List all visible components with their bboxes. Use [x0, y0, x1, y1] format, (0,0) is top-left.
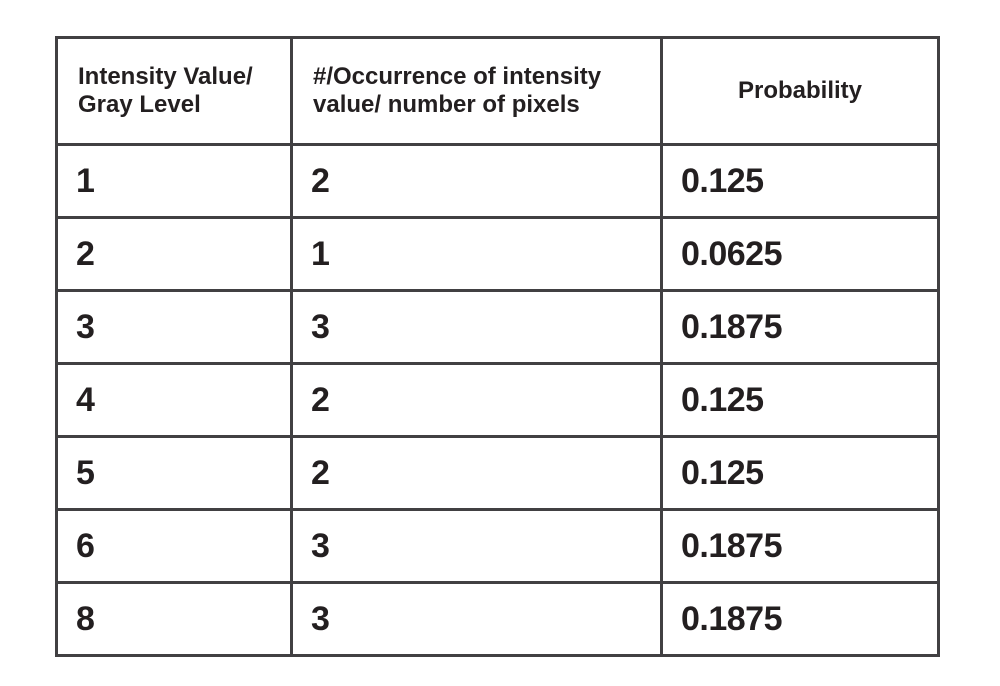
- table-row: 2 1 0.0625: [57, 218, 939, 291]
- cell-intensity: 8: [57, 583, 292, 656]
- cell-probability: 0.125: [662, 437, 939, 510]
- cell-value: 6: [58, 529, 290, 563]
- cell-occurrence: 1: [292, 218, 662, 291]
- table-row: 6 3 0.1875: [57, 510, 939, 583]
- cell-occurrence: 2: [292, 364, 662, 437]
- cell-value: 3: [293, 602, 660, 636]
- cell-value: 2: [293, 164, 660, 198]
- cell-probability: 0.1875: [662, 510, 939, 583]
- table-row: 1 2 0.125: [57, 145, 939, 218]
- cell-occurrence: 2: [292, 437, 662, 510]
- cell-value: 0.125: [663, 164, 937, 198]
- cell-value: 3: [293, 310, 660, 344]
- cell-value: 2: [58, 237, 290, 271]
- cell-intensity: 3: [57, 291, 292, 364]
- cell-probability: 0.125: [662, 145, 939, 218]
- cell-value: 1: [293, 237, 660, 271]
- cell-value: 3: [58, 310, 290, 344]
- cell-value: 3: [293, 529, 660, 563]
- table-row: 3 3 0.1875: [57, 291, 939, 364]
- cell-value: 0.125: [663, 456, 937, 490]
- cell-intensity: 1: [57, 145, 292, 218]
- col-header-intensity: Intensity Value/ Gray Level: [57, 38, 292, 145]
- cell-value: 1: [58, 164, 290, 198]
- table-header-row: Intensity Value/ Gray Level #/Occurrence…: [57, 38, 939, 145]
- intensity-table: Intensity Value/ Gray Level #/Occurrence…: [55, 36, 940, 657]
- col-header-label: Probability: [663, 59, 937, 123]
- table-frame: Intensity Value/ Gray Level #/Occurrence…: [55, 36, 937, 657]
- cell-intensity: 4: [57, 364, 292, 437]
- col-header-occurrence: #/Occurrence of intensity value/ number …: [292, 38, 662, 145]
- cell-value: 4: [58, 383, 290, 417]
- cell-value: 2: [293, 456, 660, 490]
- cell-value: 2: [293, 383, 660, 417]
- cell-value: 0.125: [663, 383, 937, 417]
- cell-value: 0.0625: [663, 237, 937, 271]
- col-header-probability: Probability: [662, 38, 939, 145]
- col-header-label: #/Occurrence of intensity value/ number …: [293, 45, 660, 138]
- cell-value: 5: [58, 456, 290, 490]
- cell-occurrence: 2: [292, 145, 662, 218]
- cell-probability: 0.1875: [662, 291, 939, 364]
- cell-probability: 0.0625: [662, 218, 939, 291]
- cell-value: 0.1875: [663, 602, 937, 636]
- cell-occurrence: 3: [292, 583, 662, 656]
- cell-occurrence: 3: [292, 291, 662, 364]
- table-row: 8 3 0.1875: [57, 583, 939, 656]
- table-row: 5 2 0.125: [57, 437, 939, 510]
- cell-value: 0.1875: [663, 529, 937, 563]
- cell-value: 8: [58, 602, 290, 636]
- cell-probability: 0.1875: [662, 583, 939, 656]
- table-row: 4 2 0.125: [57, 364, 939, 437]
- cell-intensity: 2: [57, 218, 292, 291]
- cell-probability: 0.125: [662, 364, 939, 437]
- cell-occurrence: 3: [292, 510, 662, 583]
- col-header-label: Intensity Value/ Gray Level: [58, 45, 290, 138]
- cell-intensity: 6: [57, 510, 292, 583]
- cell-value: 0.1875: [663, 310, 937, 344]
- cell-intensity: 5: [57, 437, 292, 510]
